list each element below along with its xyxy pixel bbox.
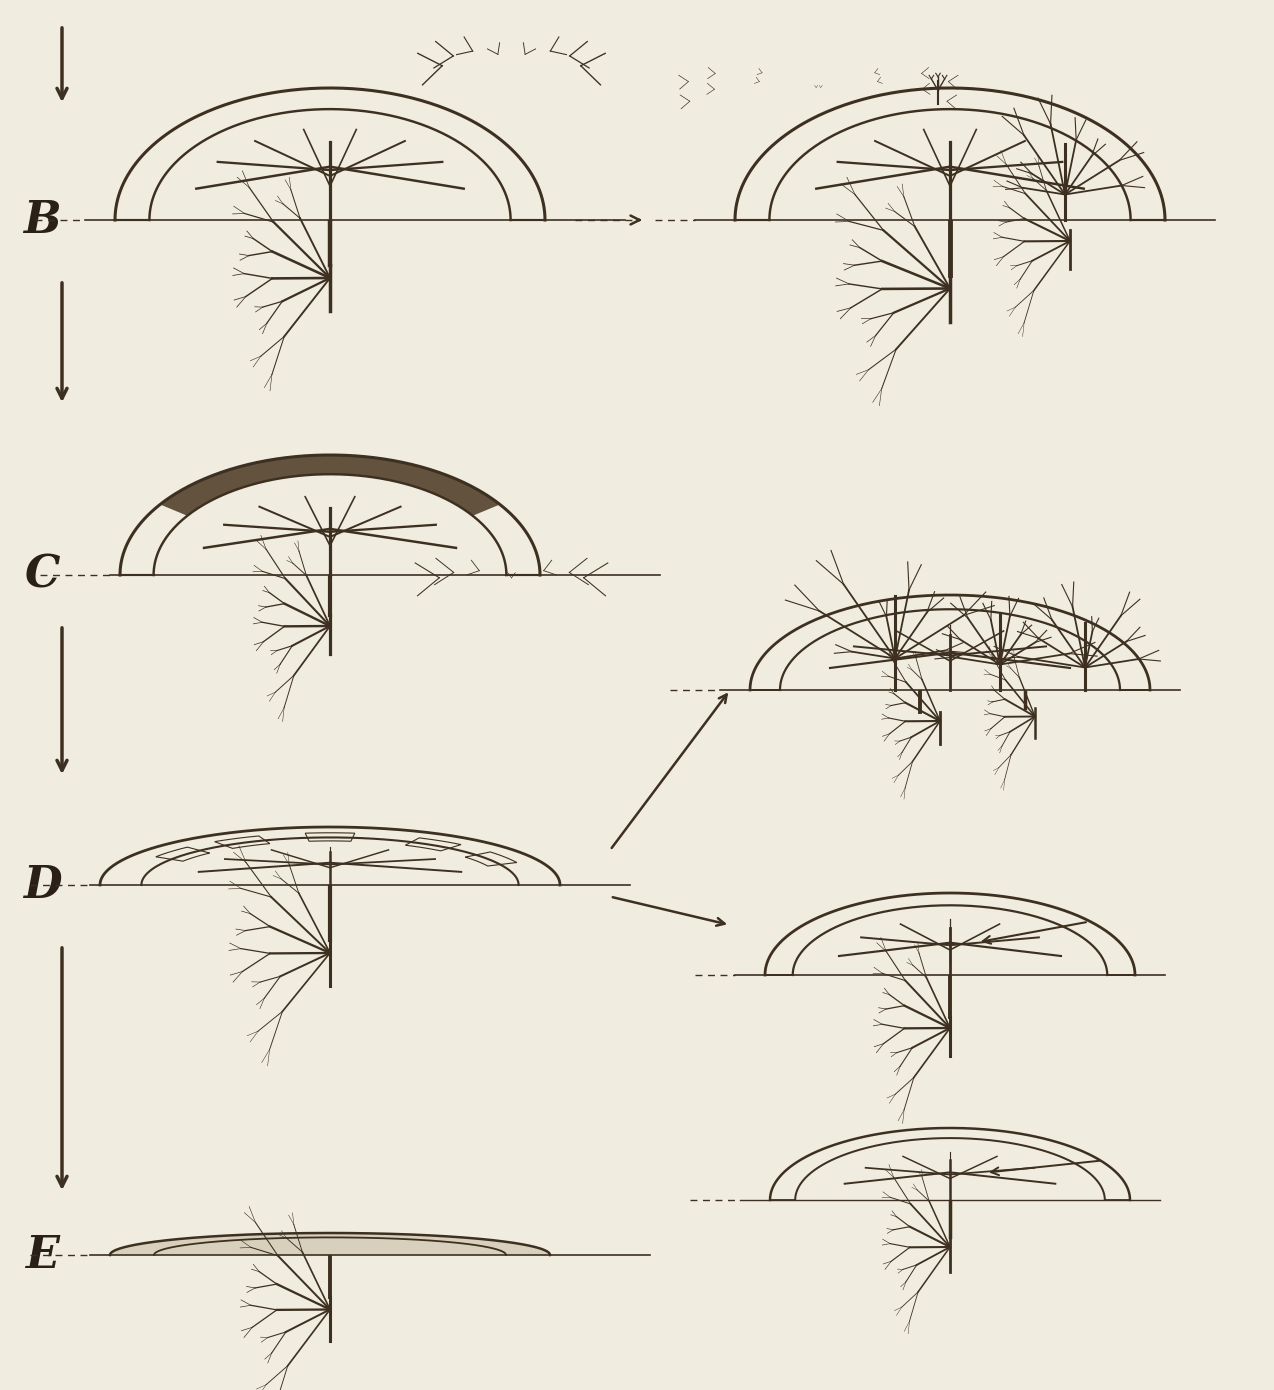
Polygon shape: [405, 838, 461, 851]
Text: E: E: [25, 1233, 59, 1276]
Polygon shape: [99, 827, 561, 885]
Polygon shape: [115, 88, 545, 220]
Polygon shape: [214, 835, 270, 848]
Text: B: B: [23, 199, 61, 242]
Polygon shape: [735, 88, 1164, 220]
Polygon shape: [120, 455, 540, 575]
Polygon shape: [161, 455, 499, 516]
Text: D: D: [23, 863, 61, 906]
Polygon shape: [769, 1129, 1130, 1200]
Polygon shape: [465, 852, 517, 866]
Polygon shape: [750, 595, 1150, 689]
Polygon shape: [764, 892, 1135, 974]
Polygon shape: [155, 847, 210, 862]
Text: C: C: [24, 553, 60, 596]
Polygon shape: [110, 1233, 550, 1255]
Polygon shape: [306, 833, 354, 841]
